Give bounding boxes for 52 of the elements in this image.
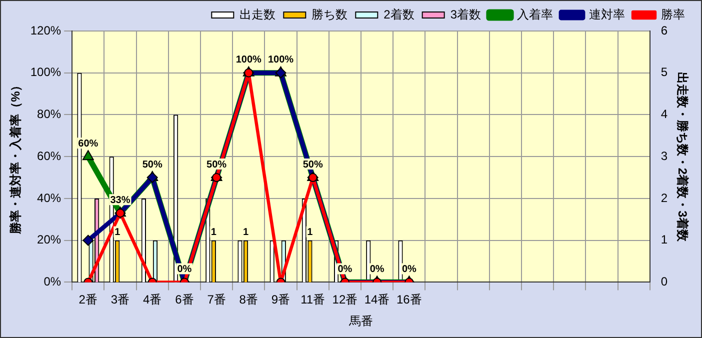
x-tick-label: 16番 — [396, 292, 422, 307]
legend-label: 入着率 — [517, 7, 553, 22]
y-tick-label: 0% — [44, 274, 62, 289]
x-tick-label: 7番 — [207, 292, 226, 307]
y2-tick-label: 5 — [660, 65, 668, 80]
x-tick-label: 3番 — [110, 292, 130, 307]
y-tick-label: 120% — [30, 23, 62, 38]
data-label: 100% — [268, 54, 294, 66]
y-tick-label: 20% — [37, 232, 62, 247]
x-tick-label: 2番 — [78, 292, 98, 307]
y2-tick-label: 4 — [660, 107, 668, 122]
y2-tick-label: 1 — [660, 232, 668, 247]
y2-tick-label: 3 — [660, 148, 668, 163]
x-tick-label: 4番 — [143, 292, 162, 307]
data-label: 1 — [242, 227, 249, 238]
data-label: 50% — [142, 159, 162, 170]
y-axis-title: 勝率・連対率・入着率（%） — [8, 79, 23, 235]
point — [82, 150, 94, 160]
data-label: 0% — [402, 264, 416, 275]
data-label: 50% — [206, 159, 227, 170]
legend-label: 3着数 — [450, 7, 482, 22]
data-label: 33% — [110, 194, 130, 206]
point — [82, 234, 94, 246]
data-label: 1 — [114, 227, 121, 238]
data-label: 0% — [370, 264, 384, 275]
legend-label: 連対率 — [589, 7, 625, 22]
data-label: 0% — [338, 264, 352, 275]
x-tick-label: 14番 — [364, 292, 390, 307]
y-tick-label: 100% — [30, 65, 62, 80]
data-label: 50% — [302, 159, 323, 170]
y2-axis-title: 出走数・勝ち数・2着数・3着数 — [675, 72, 690, 242]
data-label: 0% — [177, 264, 192, 275]
x-tick-label: 11番 — [300, 292, 326, 307]
legend-label: 勝率 — [661, 7, 685, 22]
data-label: 1 — [307, 227, 314, 238]
x-tick-label: 12番 — [332, 292, 358, 307]
x-tick-label: 8番 — [239, 292, 258, 307]
y2-tick-label: 2 — [660, 190, 668, 205]
data-label: 1 — [210, 227, 217, 238]
x-axis-title: 馬番 — [348, 314, 374, 328]
y2-tick-label: 6 — [660, 23, 668, 38]
data-label: 60% — [78, 138, 98, 150]
x-tick-label: 6番 — [175, 292, 194, 307]
legend-label: 勝ち数 — [312, 7, 348, 22]
x-tick-label: 9番 — [271, 292, 290, 307]
y2-tick-label: 0 — [660, 274, 668, 289]
y-tick-label: 40% — [37, 190, 62, 205]
data-label: 100% — [236, 54, 262, 66]
y-tick-label: 60% — [37, 148, 62, 163]
y-tick-label: 80% — [37, 107, 62, 122]
legend-label: 2着数 — [384, 7, 414, 22]
legend-label: 出走数 — [240, 7, 276, 22]
